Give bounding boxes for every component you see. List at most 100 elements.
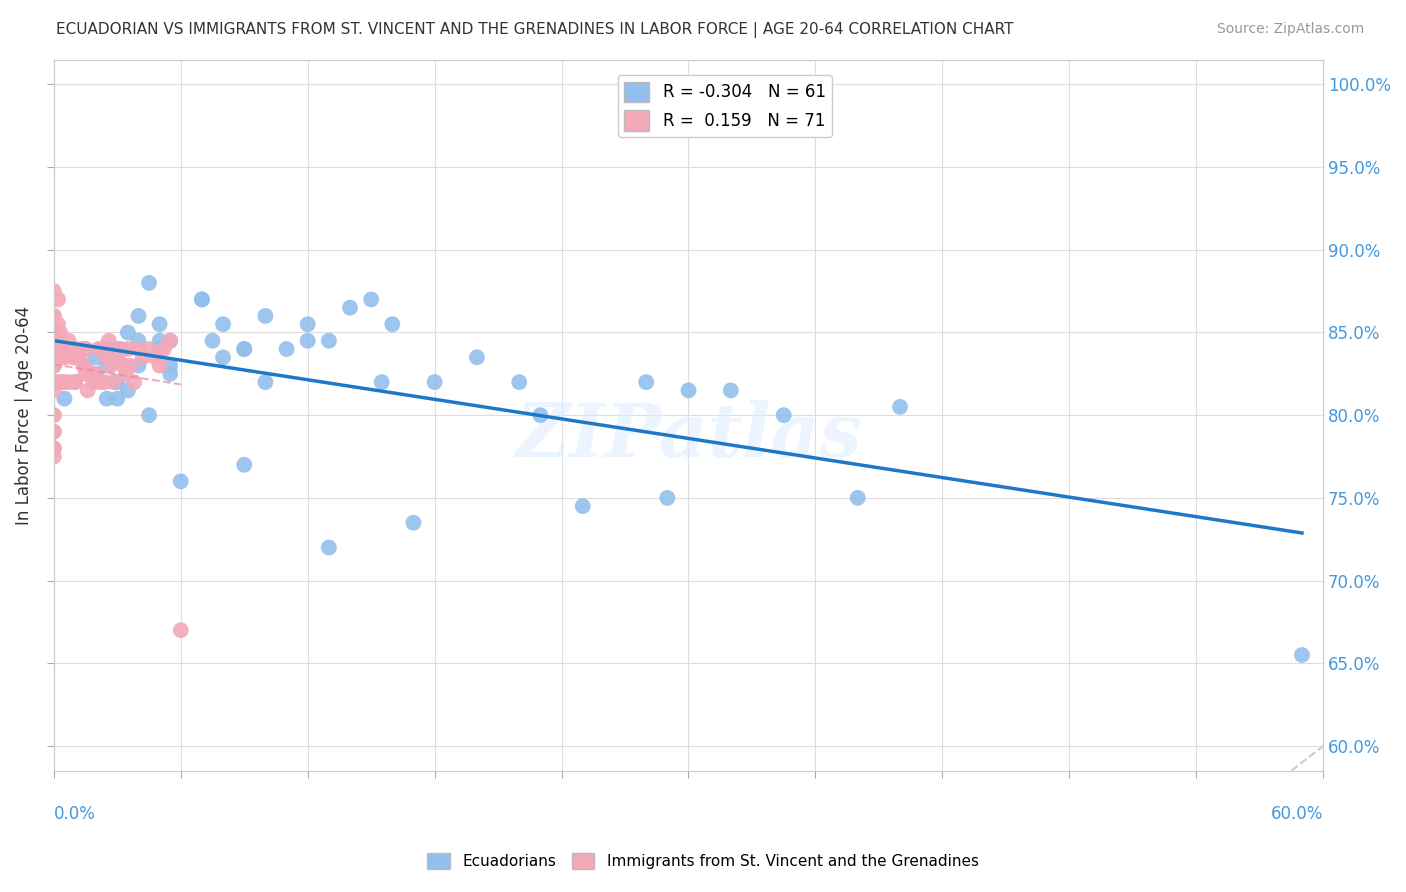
Point — [114, 367, 136, 381]
Point — [381, 317, 404, 331]
Point — [138, 408, 160, 422]
Point — [846, 491, 869, 505]
Point — [96, 342, 118, 356]
Point — [145, 351, 167, 365]
Point — [51, 375, 73, 389]
Point — [96, 351, 118, 365]
Point — [636, 375, 658, 389]
Point — [91, 342, 114, 356]
Text: 0.0%: 0.0% — [53, 805, 96, 823]
Point — [297, 334, 319, 348]
Point — [75, 367, 97, 381]
Point — [42, 408, 65, 422]
Point — [46, 293, 69, 307]
Point — [170, 623, 193, 637]
Point — [423, 375, 446, 389]
Point — [58, 334, 80, 348]
Point — [42, 359, 65, 373]
Point — [117, 342, 139, 356]
Point — [678, 384, 700, 398]
Point — [117, 326, 139, 340]
Point — [53, 351, 76, 365]
Point — [49, 351, 72, 365]
Point — [53, 375, 76, 389]
Y-axis label: In Labor Force | Age 20-64: In Labor Force | Age 20-64 — [15, 306, 32, 524]
Point — [51, 351, 73, 365]
Point — [127, 342, 149, 356]
Point — [118, 359, 141, 373]
Point — [720, 384, 742, 398]
Point — [465, 351, 488, 365]
Point — [371, 375, 394, 389]
Legend: Ecuadorians, Immigrants from St. Vincent and the Grenadines: Ecuadorians, Immigrants from St. Vincent… — [422, 847, 984, 875]
Point — [131, 351, 153, 365]
Point — [110, 342, 132, 356]
Point — [127, 309, 149, 323]
Point — [159, 334, 181, 348]
Point — [402, 516, 425, 530]
Point — [62, 351, 84, 365]
Point — [42, 359, 65, 373]
Point — [46, 317, 69, 331]
Point — [318, 334, 340, 348]
Point — [63, 342, 86, 356]
Point — [75, 342, 97, 356]
Point — [42, 342, 65, 356]
Point — [42, 309, 65, 323]
Point — [59, 342, 82, 356]
Point — [80, 367, 103, 381]
Point — [212, 317, 235, 331]
Point — [42, 425, 65, 439]
Point — [149, 342, 172, 356]
Point — [93, 375, 115, 389]
Point — [772, 408, 794, 422]
Point — [63, 351, 86, 365]
Point — [42, 450, 65, 464]
Point — [84, 367, 107, 381]
Point — [51, 342, 73, 356]
Point — [201, 334, 224, 348]
Point — [76, 384, 98, 398]
Point — [159, 367, 181, 381]
Point — [191, 293, 214, 307]
Point — [297, 317, 319, 331]
Point — [233, 342, 256, 356]
Point — [46, 375, 69, 389]
Point — [63, 375, 86, 389]
Text: ZIPatlas: ZIPatlas — [515, 401, 862, 473]
Point — [254, 375, 277, 389]
Text: 60.0%: 60.0% — [1271, 805, 1323, 823]
Point — [170, 475, 193, 489]
Point — [149, 317, 172, 331]
Point — [122, 375, 145, 389]
Point — [83, 375, 105, 389]
Point — [96, 392, 118, 406]
Text: Source: ZipAtlas.com: Source: ZipAtlas.com — [1216, 22, 1364, 37]
Point — [58, 375, 80, 389]
Point — [49, 342, 72, 356]
Point — [75, 342, 97, 356]
Point — [117, 384, 139, 398]
Point — [318, 541, 340, 555]
Text: ECUADORIAN VS IMMIGRANTS FROM ST. VINCENT AND THE GRENADINES IN LABOR FORCE | AG: ECUADORIAN VS IMMIGRANTS FROM ST. VINCEN… — [56, 22, 1014, 38]
Point — [42, 384, 65, 398]
Point — [233, 342, 256, 356]
Point — [105, 351, 128, 365]
Point — [105, 375, 128, 389]
Point — [105, 342, 128, 356]
Point — [149, 359, 172, 373]
Point — [657, 491, 679, 505]
Point — [127, 334, 149, 348]
Point — [63, 375, 86, 389]
Point — [49, 375, 72, 389]
Point — [96, 359, 118, 373]
Point — [254, 309, 277, 323]
Point — [46, 342, 69, 356]
Point — [42, 375, 65, 389]
Point — [339, 301, 361, 315]
Point — [1291, 648, 1313, 662]
Point — [84, 367, 107, 381]
Point — [571, 499, 593, 513]
Point — [159, 359, 181, 373]
Point — [49, 326, 72, 340]
